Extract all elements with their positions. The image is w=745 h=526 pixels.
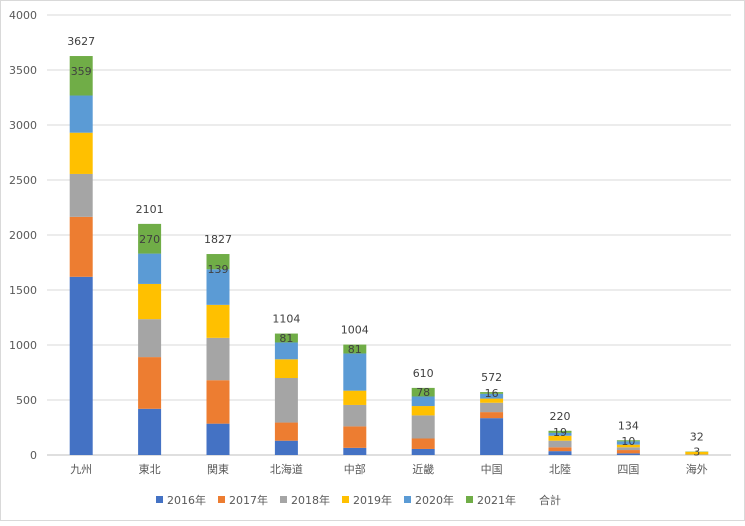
bar-segment [275,359,298,378]
bar-segment [412,439,435,449]
total-value-label: 1104 [272,313,300,326]
bar-segment [207,338,230,380]
x-category-label: 海外 [686,462,708,476]
x-category-label: 北陸 [549,463,571,476]
legend-entry-label: 合計 [539,493,561,507]
bar-segment [480,403,503,412]
bar-segment [343,405,366,426]
segment-value-label: 78 [416,386,430,399]
x-category-label: 東北 [139,463,161,476]
bar-segment [343,448,366,455]
legend-entry-label: 2016年 [167,493,206,507]
bars [70,56,709,455]
segment-value-label: 19 [553,426,567,439]
segment-value-label: 81 [279,332,293,345]
y-tick-label: 0 [30,449,37,462]
total-value-label: 3627 [67,35,95,48]
legend: 2016年 2017年 2018年 2019年 2020年 2021年 合計 [156,493,561,507]
total-value-label: 610 [413,367,434,380]
bar-segment [70,133,93,174]
x-category-label: 四国 [617,463,639,476]
bar-segment [275,378,298,423]
data-labels: 359 3627 270 2101 139 1827 81 1104 81 1004 78 610 16… [67,35,704,459]
total-value-label: 2101 [136,203,164,216]
segment-value-label: 359 [71,65,92,78]
bar-segment [207,305,230,338]
total-value-label: 32 [690,430,704,443]
legend-entry-label: 2021年 [477,493,516,507]
bar-segment [70,174,93,217]
bar-segment [275,441,298,455]
bar-segment [207,380,230,423]
legend-entry-label: 2019年 [353,493,392,507]
x-category-label: 関東 [207,463,229,476]
y-tick-label: 2500 [9,174,37,187]
y-tick-label: 1000 [9,339,37,352]
bar-segment [617,453,640,455]
bar-segment [138,284,161,319]
segment-value-label: 81 [348,343,362,356]
bar-segment [549,447,572,451]
bar-segment [412,449,435,455]
bar-segment [138,319,161,357]
total-value-label: 220 [550,410,571,423]
bar-segment [549,441,572,448]
bar-segment [70,217,93,277]
bar-segment [275,423,298,441]
bar-segment [343,353,366,390]
segment-value-label: 3 [693,446,700,459]
total-value-label: 1004 [341,324,369,337]
y-tick-label: 500 [16,394,37,407]
bar-segment [70,96,93,133]
legend-swatch [466,496,473,503]
segment-value-label: 270 [139,233,160,246]
bar-segment [617,450,640,453]
total-value-label: 134 [618,419,639,432]
bar-segment [138,254,161,284]
legend-swatch [404,496,411,503]
bar-segment [480,418,503,455]
segment-value-label: 139 [208,263,229,276]
y-tick-label: 2000 [9,229,37,242]
bar-segment [549,451,572,455]
segment-value-label: 10 [621,435,635,448]
x-category-label: 九州 [70,463,92,476]
x-category-label: 近畿 [412,462,434,476]
segment-value-label: 16 [485,387,499,400]
bar-segment [138,357,161,409]
bar-segment [343,426,366,447]
bar-segment [412,406,435,415]
bar-segment [207,424,230,455]
x-category-label: 北海道 [270,462,303,476]
legend-entry-label: 2018年 [291,493,330,507]
legend-swatch [342,496,349,503]
x-category-label: 中部 [344,462,366,476]
bar-segment [412,415,435,438]
bar-segment [70,277,93,455]
legend-entry-label: 2017年 [229,493,268,507]
x-axis: 九州 東北 関東 北海道 中部 近畿 中国 北陸 四国 海外 [70,462,708,476]
total-value-label: 1827 [204,233,232,246]
y-tick-label: 3000 [9,119,37,132]
legend-swatch [280,496,287,503]
y-tick-label: 1500 [9,284,37,297]
legend-entry-label: 2020年 [415,493,454,507]
legend-swatch [218,496,225,503]
y-tick-label: 3500 [9,64,37,77]
y-tick-label: 4000 [9,9,37,22]
bar-segment [138,409,161,455]
y-axis: 0 500 1000 1500 2000 2500 3000 3500 4000 [9,9,37,462]
bar-segment [343,391,366,405]
x-category-label: 中国 [481,463,503,476]
total-value-label: 572 [481,371,502,384]
bar-segment [480,412,503,418]
legend-swatch [156,496,163,503]
